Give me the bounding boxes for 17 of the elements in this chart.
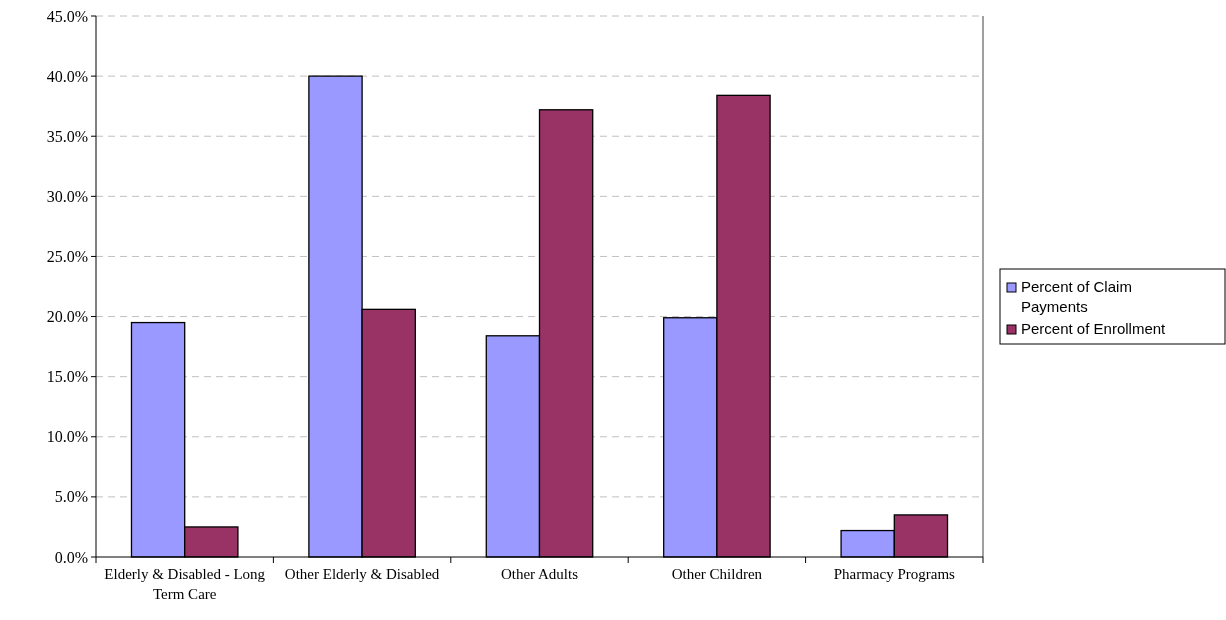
y-tick-label: 35.0% [46, 127, 88, 145]
y-tick-label: 25.0% [46, 248, 88, 266]
x-tick-label: Other Elderly & Disabled [284, 566, 440, 582]
y-tick-label: 40.0% [46, 67, 88, 85]
legend-label: Percent of Enrollment [1021, 320, 1167, 337]
y-tick-label: 20.0% [46, 308, 88, 326]
x-tick-label: Other Children [671, 566, 763, 582]
x-tick-label: Other Adults [500, 566, 579, 582]
y-tick-label: 30.0% [46, 187, 88, 205]
y-tick-label: 15.0% [46, 368, 88, 386]
y-tick-label: 45.0% [46, 7, 88, 25]
legend-label: Percent of Claim Payments [1021, 278, 1132, 315]
y-tick-label: 0.0% [54, 548, 88, 566]
y-tick-label: 5.0% [54, 488, 88, 506]
x-tick-label: Elderly & Disabled - Long Term Care [104, 566, 266, 602]
y-tick-label: 10.0% [46, 428, 88, 446]
x-tick-label: Pharmacy Programs [833, 566, 956, 582]
